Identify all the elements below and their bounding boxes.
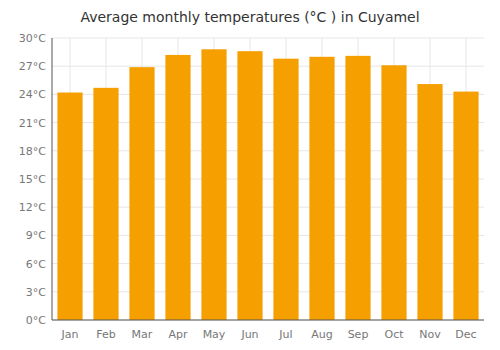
bar xyxy=(417,84,442,320)
chart-svg: Average monthly temperatures (°C ) in Cu… xyxy=(0,0,500,350)
x-tick-label: Sep xyxy=(348,328,369,341)
y-tick-label: 15°C xyxy=(19,173,46,186)
y-axis-line xyxy=(52,38,53,320)
x-tick-label: Aug xyxy=(311,328,332,341)
x-tick-label: Jan xyxy=(61,328,79,341)
x-tick-label: Oct xyxy=(384,328,404,341)
bar xyxy=(165,55,190,320)
y-grid-line xyxy=(52,38,484,39)
y-tick-label: 3°C xyxy=(26,286,46,299)
bar xyxy=(345,56,370,320)
x-tick-label: Feb xyxy=(96,328,115,341)
bar xyxy=(453,92,478,320)
y-tick-label: 24°C xyxy=(19,88,46,101)
y-tick-label: 27°C xyxy=(19,60,46,73)
y-grid-line xyxy=(52,66,484,67)
bars xyxy=(57,49,478,320)
x-axis-line xyxy=(52,320,484,321)
chart-container: Average monthly temperatures (°C ) in Cu… xyxy=(0,0,500,350)
bar xyxy=(273,59,298,320)
bar xyxy=(237,51,262,320)
bar xyxy=(57,93,82,320)
chart-title: Average monthly temperatures (°C ) in Cu… xyxy=(80,9,419,25)
x-tick-label: Apr xyxy=(168,328,188,341)
y-tick-label: 12°C xyxy=(19,201,46,214)
y-tick-label: 0°C xyxy=(26,314,46,327)
y-tick-label: 18°C xyxy=(19,145,46,158)
y-grid-line xyxy=(52,320,484,321)
bar xyxy=(129,67,154,320)
bar xyxy=(381,65,406,320)
y-tick-label: 6°C xyxy=(26,258,46,271)
x-tick-label: Mar xyxy=(132,328,153,341)
x-tick-label: Jul xyxy=(278,328,292,341)
y-tick-label: 30°C xyxy=(19,32,46,45)
x-tick-label: May xyxy=(203,328,226,341)
x-tick-label: Nov xyxy=(419,328,441,341)
bar xyxy=(309,57,334,320)
x-tick-label: Dec xyxy=(455,328,476,341)
y-tick-label: 21°C xyxy=(19,117,46,130)
grid xyxy=(52,38,484,320)
x-tick-label: Jun xyxy=(240,328,258,341)
y-tick-label: 9°C xyxy=(26,229,46,242)
bar xyxy=(201,49,226,320)
bar xyxy=(93,88,118,320)
